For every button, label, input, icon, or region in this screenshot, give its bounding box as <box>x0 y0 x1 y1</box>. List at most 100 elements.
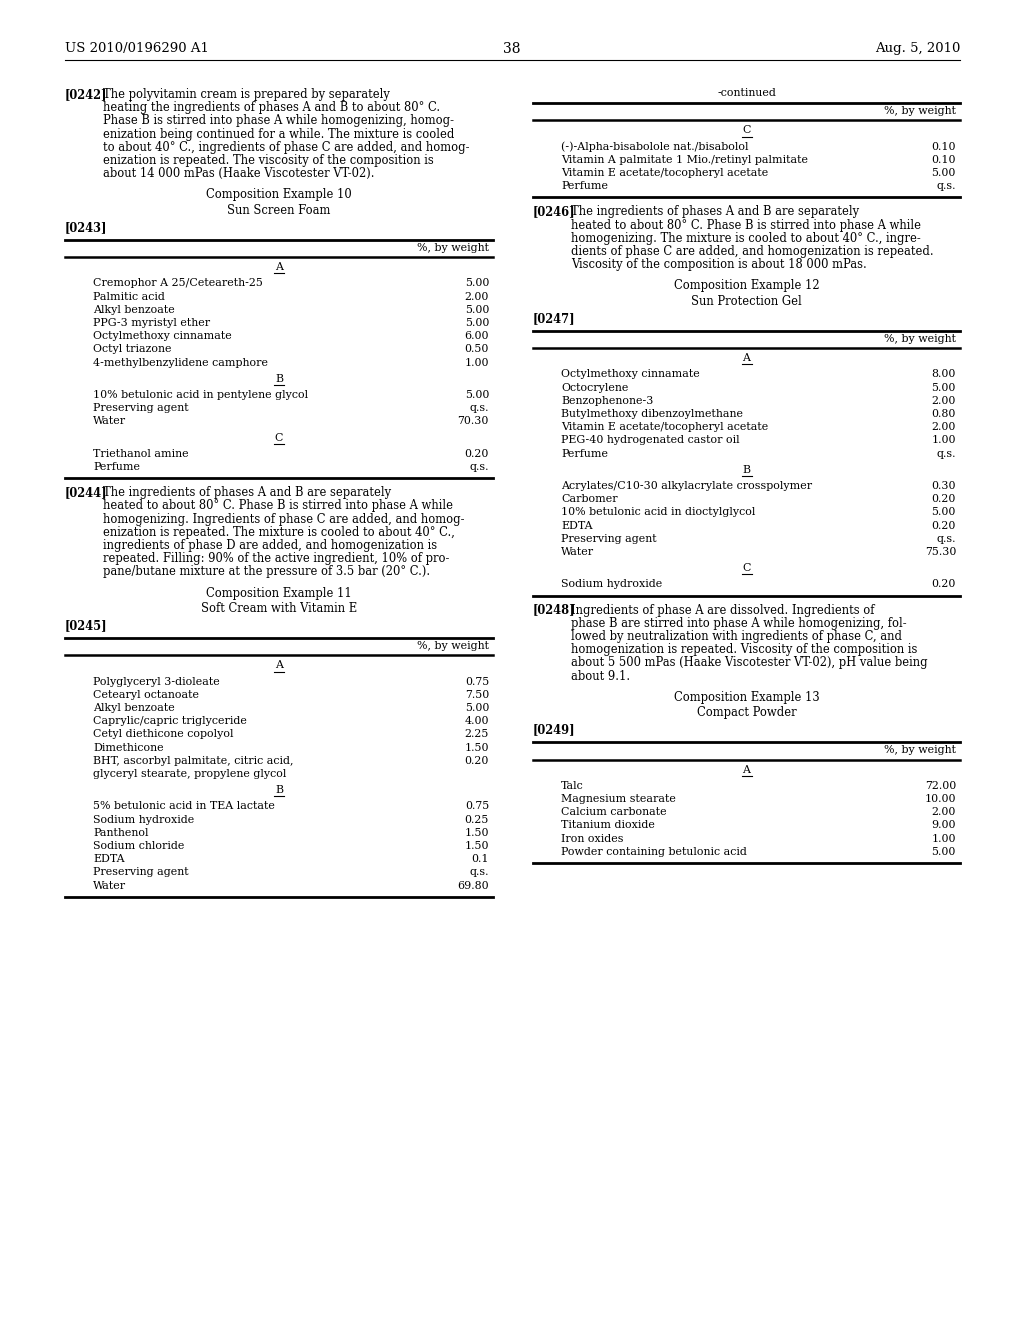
Text: Perfume: Perfume <box>561 449 608 458</box>
Text: Preserving agent: Preserving agent <box>93 867 188 878</box>
Text: A: A <box>275 263 283 272</box>
Text: heating the ingredients of phases A and B to about 80° C.: heating the ingredients of phases A and … <box>103 102 440 115</box>
Text: 5.00: 5.00 <box>932 383 956 392</box>
Text: Sun Screen Foam: Sun Screen Foam <box>227 203 331 216</box>
Text: 1.00: 1.00 <box>932 834 956 843</box>
Text: The ingredients of phases A and B are separately: The ingredients of phases A and B are se… <box>103 486 391 499</box>
Text: C: C <box>742 125 751 136</box>
Text: q.s.: q.s. <box>937 181 956 191</box>
Text: Sodium hydroxide: Sodium hydroxide <box>561 579 663 590</box>
Text: %, by weight: %, by weight <box>417 642 489 651</box>
Text: homogenizing. The mixture is cooled to about 40° C., ingre-: homogenizing. The mixture is cooled to a… <box>571 232 921 244</box>
Text: Compact Powder: Compact Powder <box>696 706 797 719</box>
Text: Perfume: Perfume <box>93 462 140 473</box>
Text: Preserving agent: Preserving agent <box>93 403 188 413</box>
Text: Composition Example 11: Composition Example 11 <box>206 586 352 599</box>
Text: heated to about 80° C. Phase B is stirred into phase A while: heated to about 80° C. Phase B is stirre… <box>103 499 453 512</box>
Text: 2.25: 2.25 <box>465 730 489 739</box>
Text: homogenization is repeated. Viscosity of the composition is: homogenization is repeated. Viscosity of… <box>571 643 918 656</box>
Text: 1.00: 1.00 <box>932 436 956 445</box>
Text: The polyvitamin cream is prepared by separately: The polyvitamin cream is prepared by sep… <box>103 88 390 102</box>
Text: 10% betulonic acid in dioctylglycol: 10% betulonic acid in dioctylglycol <box>561 507 756 517</box>
Text: Composition Example 10: Composition Example 10 <box>206 189 352 202</box>
Text: 1.50: 1.50 <box>465 743 489 752</box>
Text: B: B <box>742 465 751 475</box>
Text: Palmitic acid: Palmitic acid <box>93 292 165 301</box>
Text: 5.00: 5.00 <box>932 168 956 178</box>
Text: 70.30: 70.30 <box>458 416 489 426</box>
Text: Aug. 5, 2010: Aug. 5, 2010 <box>874 42 961 55</box>
Text: q.s.: q.s. <box>937 533 956 544</box>
Text: Calcium carbonate: Calcium carbonate <box>561 808 667 817</box>
Text: about 9.1.: about 9.1. <box>571 669 630 682</box>
Text: The ingredients of phases A and B are separately: The ingredients of phases A and B are se… <box>571 206 859 218</box>
Text: 0.20: 0.20 <box>465 449 489 459</box>
Text: 0.30: 0.30 <box>932 480 956 491</box>
Text: Vitamin E acetate/tocopheryl acetate: Vitamin E acetate/tocopheryl acetate <box>561 422 768 432</box>
Text: glyceryl stearate, propylene glycol: glyceryl stearate, propylene glycol <box>93 770 287 779</box>
Text: 1.50: 1.50 <box>465 828 489 838</box>
Text: US 2010/0196290 A1: US 2010/0196290 A1 <box>65 42 209 55</box>
Text: Carbomer: Carbomer <box>561 494 617 504</box>
Text: Octocrylene: Octocrylene <box>561 383 629 392</box>
Text: A: A <box>275 660 283 671</box>
Text: Dimethicone: Dimethicone <box>93 743 164 752</box>
Text: [0246]: [0246] <box>534 206 575 218</box>
Text: Cetearyl octanoate: Cetearyl octanoate <box>93 690 199 700</box>
Text: 0.75: 0.75 <box>465 677 489 686</box>
Text: 75.30: 75.30 <box>925 546 956 557</box>
Text: [0248]: [0248] <box>534 603 575 616</box>
Text: Titanium dioxide: Titanium dioxide <box>561 821 655 830</box>
Text: 5.00: 5.00 <box>932 847 956 857</box>
Text: Viscosity of the composition is about 18 000 mPas.: Viscosity of the composition is about 18… <box>571 259 866 271</box>
Text: 7.50: 7.50 <box>465 690 489 700</box>
Text: q.s.: q.s. <box>937 449 956 458</box>
Text: homogenizing. Ingredients of phase C are added, and homog-: homogenizing. Ingredients of phase C are… <box>103 512 465 525</box>
Text: [0247]: [0247] <box>534 312 575 325</box>
Text: 6.00: 6.00 <box>465 331 489 341</box>
Text: q.s.: q.s. <box>469 403 489 413</box>
Text: 0.20: 0.20 <box>932 520 956 531</box>
Text: A: A <box>742 764 751 775</box>
Text: A: A <box>742 354 751 363</box>
Text: B: B <box>275 785 283 795</box>
Text: about 5 500 mPas (Haake Viscotester VT-02), pH value being: about 5 500 mPas (Haake Viscotester VT-0… <box>571 656 928 669</box>
Text: Butylmethoxy dibenzoylmethane: Butylmethoxy dibenzoylmethane <box>561 409 743 418</box>
Text: Preserving agent: Preserving agent <box>561 533 656 544</box>
Text: phase B are stirred into phase A while homogenizing, fol-: phase B are stirred into phase A while h… <box>571 616 906 630</box>
Text: Acrylates/C10-30 alkylacrylate crosspolymer: Acrylates/C10-30 alkylacrylate crosspoly… <box>561 480 812 491</box>
Text: enization is repeated. The mixture is cooled to about 40° C.,: enization is repeated. The mixture is co… <box>103 525 455 539</box>
Text: 38: 38 <box>503 42 521 55</box>
Text: -continued: -continued <box>717 88 776 98</box>
Text: EDTA: EDTA <box>93 854 125 865</box>
Text: [0244]: [0244] <box>65 486 108 499</box>
Text: 0.80: 0.80 <box>932 409 956 418</box>
Text: Sun Protection Gel: Sun Protection Gel <box>691 294 802 308</box>
Text: Cremophor A 25/Ceteareth-25: Cremophor A 25/Ceteareth-25 <box>93 279 263 288</box>
Text: 0.20: 0.20 <box>465 756 489 766</box>
Text: [0249]: [0249] <box>534 723 575 737</box>
Text: 5.00: 5.00 <box>465 704 489 713</box>
Text: Vitamin A palmitate 1 Mio./retinyl palmitate: Vitamin A palmitate 1 Mio./retinyl palmi… <box>561 154 808 165</box>
Text: Caprylic/capric triglyceride: Caprylic/capric triglyceride <box>93 717 247 726</box>
Text: Magnesium stearate: Magnesium stearate <box>561 795 676 804</box>
Text: Ingredients of phase A are dissolved. Ingredients of: Ingredients of phase A are dissolved. In… <box>571 603 874 616</box>
Text: Octylmethoxy cinnamate: Octylmethoxy cinnamate <box>93 331 231 341</box>
Text: Phase B is stirred into phase A while homogenizing, homog-: Phase B is stirred into phase A while ho… <box>103 115 454 128</box>
Text: 1.50: 1.50 <box>465 841 489 851</box>
Text: Water: Water <box>93 416 126 426</box>
Text: Sodium hydroxide: Sodium hydroxide <box>93 814 195 825</box>
Text: Composition Example 13: Composition Example 13 <box>674 690 819 704</box>
Text: 5% betulonic acid in TEA lactate: 5% betulonic acid in TEA lactate <box>93 801 274 812</box>
Text: Octylmethoxy cinnamate: Octylmethoxy cinnamate <box>561 370 699 379</box>
Text: enization being continued for a while. The mixture is cooled: enization being continued for a while. T… <box>103 128 455 141</box>
Text: 5.00: 5.00 <box>465 389 489 400</box>
Text: 72.00: 72.00 <box>925 781 956 791</box>
Text: Perfume: Perfume <box>561 181 608 191</box>
Text: pane/butane mixture at the pressure of 3.5 bar (20° C.).: pane/butane mixture at the pressure of 3… <box>103 565 430 578</box>
Text: Iron oxides: Iron oxides <box>561 834 624 843</box>
Text: heated to about 80° C. Phase B is stirred into phase A while: heated to about 80° C. Phase B is stirre… <box>571 219 921 231</box>
Text: %, by weight: %, by weight <box>884 106 956 116</box>
Text: 5.00: 5.00 <box>465 279 489 288</box>
Text: [0242]: [0242] <box>65 88 108 102</box>
